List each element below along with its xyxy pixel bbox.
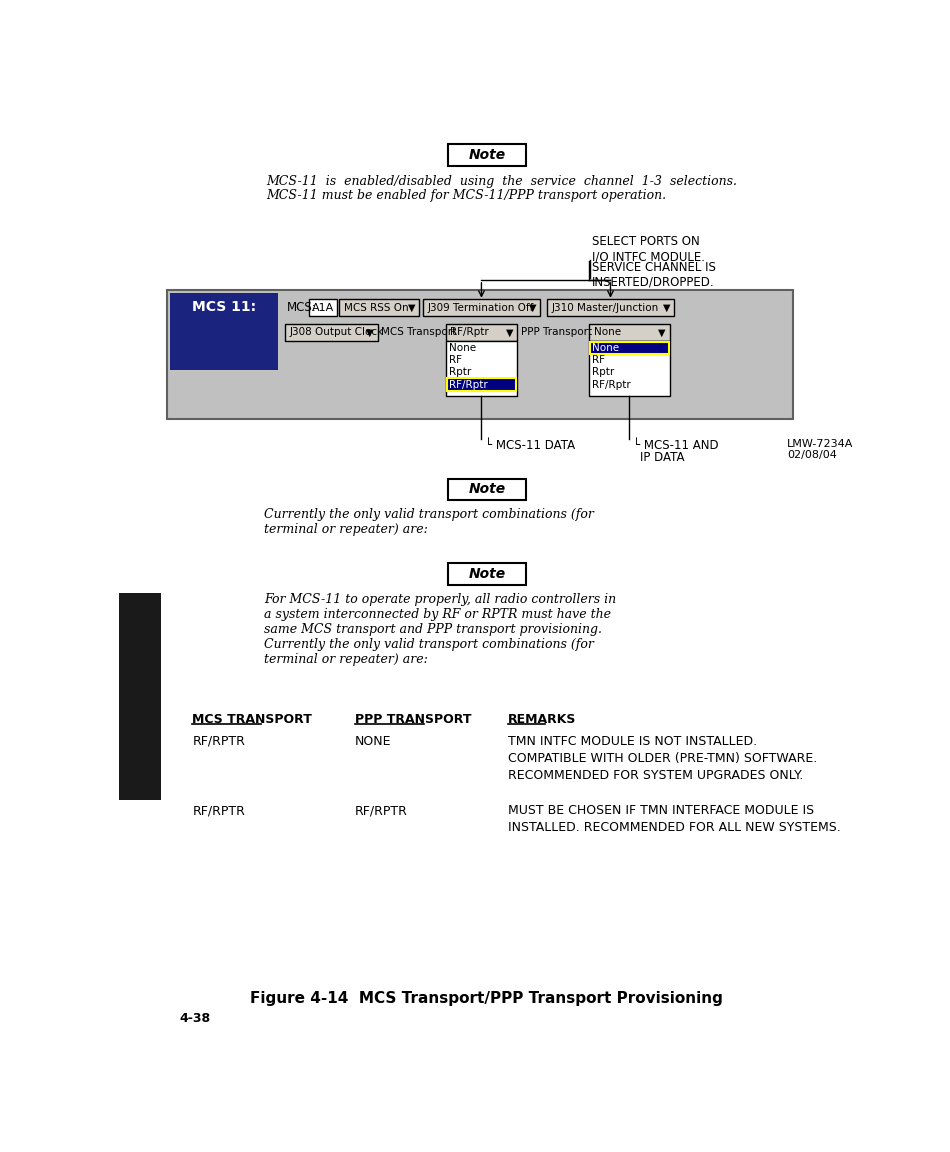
Text: None: None bbox=[592, 342, 619, 353]
FancyBboxPatch shape bbox=[448, 478, 525, 500]
Text: Note: Note bbox=[468, 567, 505, 581]
Text: ▼: ▼ bbox=[663, 303, 671, 312]
Text: 4-38: 4-38 bbox=[180, 1013, 210, 1025]
Text: J310 Master/Junction: J310 Master/Junction bbox=[551, 303, 658, 312]
Text: INSTALLED. RECOMMENDED FOR ALL NEW SYSTEMS.: INSTALLED. RECOMMENDED FOR ALL NEW SYSTE… bbox=[508, 821, 841, 834]
Text: ▼: ▼ bbox=[366, 327, 373, 338]
Text: RF/RPTR: RF/RPTR bbox=[192, 804, 245, 817]
Text: A1A: A1A bbox=[312, 303, 333, 312]
Text: For MCS-11 to operate properly, all radio controllers in
a system interconnected: For MCS-11 to operate properly, all radi… bbox=[264, 592, 617, 666]
Text: MCS RSS On: MCS RSS On bbox=[344, 303, 408, 312]
FancyBboxPatch shape bbox=[167, 290, 793, 419]
Text: TMN INTFC MODULE IS NOT INSTALLED.: TMN INTFC MODULE IS NOT INSTALLED. bbox=[508, 735, 757, 748]
Text: PPP TRANSPORT: PPP TRANSPORT bbox=[355, 713, 471, 727]
Text: ▼: ▼ bbox=[658, 327, 666, 338]
FancyBboxPatch shape bbox=[590, 341, 669, 354]
Text: RF/RPTR: RF/RPTR bbox=[355, 804, 408, 817]
Text: RF/Rptr: RF/Rptr bbox=[450, 327, 489, 338]
Text: Rptr: Rptr bbox=[592, 367, 615, 378]
Text: Rptr: Rptr bbox=[449, 367, 471, 378]
Text: REMARKS: REMARKS bbox=[508, 713, 576, 727]
FancyBboxPatch shape bbox=[446, 324, 517, 341]
FancyBboxPatch shape bbox=[448, 563, 525, 585]
Text: Note: Note bbox=[468, 149, 505, 162]
FancyBboxPatch shape bbox=[170, 293, 278, 370]
Text: J308 Output Clock: J308 Output Clock bbox=[289, 327, 384, 338]
Text: MCS TRANSPORT: MCS TRANSPORT bbox=[192, 713, 313, 727]
Text: None: None bbox=[449, 342, 476, 353]
Text: MUST BE CHOSEN IF TMN INTERFACE MODULE IS: MUST BE CHOSEN IF TMN INTERFACE MODULE I… bbox=[508, 804, 814, 817]
Text: ▼: ▼ bbox=[505, 327, 513, 338]
FancyBboxPatch shape bbox=[589, 324, 670, 341]
FancyBboxPatch shape bbox=[309, 300, 336, 316]
Text: └ MCS-11 AND: └ MCS-11 AND bbox=[633, 439, 718, 452]
Text: RF: RF bbox=[449, 355, 462, 365]
FancyBboxPatch shape bbox=[589, 341, 670, 396]
Text: MCS 11:: MCS 11: bbox=[192, 300, 256, 313]
Text: MCS-11  is  enabled/disabled  using  the  service  channel  1-3  selections.: MCS-11 is enabled/disabled using the ser… bbox=[266, 175, 737, 188]
FancyBboxPatch shape bbox=[285, 324, 377, 341]
Text: PPP Transport: PPP Transport bbox=[521, 327, 592, 338]
FancyBboxPatch shape bbox=[119, 592, 162, 801]
Text: RF/RPTR: RF/RPTR bbox=[192, 735, 245, 748]
Text: RF: RF bbox=[592, 355, 605, 365]
Text: Currently the only valid transport combinations (for
terminal or repeater) are:: Currently the only valid transport combi… bbox=[264, 508, 595, 536]
Text: J309 Termination Off: J309 Termination Off bbox=[428, 303, 534, 312]
Text: MCS Transport: MCS Transport bbox=[381, 327, 456, 338]
Text: ▼: ▼ bbox=[529, 303, 537, 312]
Text: Figure 4-14  MCS Transport/PPP Transport Provisioning: Figure 4-14 MCS Transport/PPP Transport … bbox=[251, 992, 723, 1007]
FancyBboxPatch shape bbox=[446, 341, 517, 396]
Text: NONE: NONE bbox=[355, 735, 391, 748]
FancyBboxPatch shape bbox=[446, 379, 517, 391]
Text: None: None bbox=[594, 327, 621, 338]
Text: └ MCS-11 DATA: └ MCS-11 DATA bbox=[484, 439, 575, 452]
Text: Note: Note bbox=[468, 483, 505, 497]
Text: MCS-11 must be enabled for MCS-11/PPP transport operation.: MCS-11 must be enabled for MCS-11/PPP tr… bbox=[266, 189, 666, 202]
Text: SELECT PORTS ON
I/O INTFC MODULE.: SELECT PORTS ON I/O INTFC MODULE. bbox=[592, 235, 705, 264]
Text: IP DATA: IP DATA bbox=[640, 450, 685, 464]
FancyBboxPatch shape bbox=[448, 144, 525, 166]
Text: LMW-7234A
02/08/04: LMW-7234A 02/08/04 bbox=[787, 439, 853, 460]
FancyBboxPatch shape bbox=[339, 300, 420, 316]
Text: ▼: ▼ bbox=[408, 303, 415, 312]
FancyBboxPatch shape bbox=[546, 300, 674, 316]
Text: MCS:: MCS: bbox=[287, 301, 316, 314]
Text: RECOMMENDED FOR SYSTEM UPGRADES ONLY.: RECOMMENDED FOR SYSTEM UPGRADES ONLY. bbox=[508, 768, 803, 782]
Text: COMPATIBLE WITH OLDER (PRE-TMN) SOFTWARE.: COMPATIBLE WITH OLDER (PRE-TMN) SOFTWARE… bbox=[508, 752, 817, 765]
Text: SERVICE CHANNEL IS
INSERTED/DROPPED.: SERVICE CHANNEL IS INSERTED/DROPPED. bbox=[592, 260, 715, 289]
Text: RF/Rptr: RF/Rptr bbox=[592, 380, 631, 389]
FancyBboxPatch shape bbox=[423, 300, 541, 316]
Text: RF/Rptr: RF/Rptr bbox=[449, 380, 487, 389]
